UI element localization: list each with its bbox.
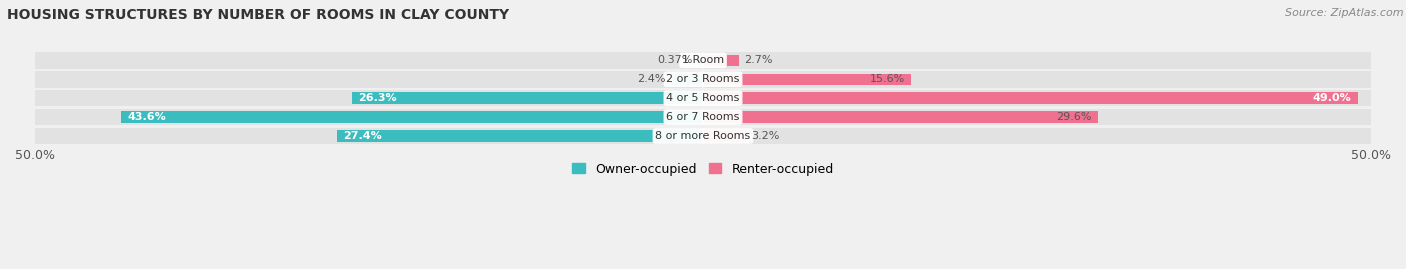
Text: 4 or 5 Rooms: 4 or 5 Rooms [666, 93, 740, 103]
Bar [35, 71, 1371, 88]
Text: HOUSING STRUCTURES BY NUMBER OF ROOMS IN CLAY COUNTY: HOUSING STRUCTURES BY NUMBER OF ROOMS IN… [7, 8, 509, 22]
Text: 3.2%: 3.2% [751, 131, 779, 141]
Bar [352, 93, 703, 104]
Bar [703, 93, 1358, 104]
Bar [337, 130, 703, 142]
Legend: Owner-occupied, Renter-occupied: Owner-occupied, Renter-occupied [568, 158, 838, 180]
Text: 2 or 3 Rooms: 2 or 3 Rooms [666, 74, 740, 84]
Text: Source: ZipAtlas.com: Source: ZipAtlas.com [1285, 8, 1403, 18]
Bar [697, 55, 703, 66]
Bar [35, 109, 1371, 125]
Bar [703, 130, 745, 142]
Text: 29.6%: 29.6% [1056, 112, 1092, 122]
Bar [35, 52, 1371, 69]
Bar [35, 90, 1371, 107]
Bar [671, 74, 703, 85]
Text: 0.37%: 0.37% [658, 55, 693, 65]
Bar [703, 55, 740, 66]
Text: 2.4%: 2.4% [637, 74, 665, 84]
Bar [121, 111, 703, 123]
Bar [703, 74, 911, 85]
Text: 26.3%: 26.3% [359, 93, 396, 103]
Text: 2.7%: 2.7% [744, 55, 773, 65]
Text: 6 or 7 Rooms: 6 or 7 Rooms [666, 112, 740, 122]
Text: 49.0%: 49.0% [1312, 93, 1351, 103]
Bar [35, 128, 1371, 144]
Text: 43.6%: 43.6% [127, 112, 166, 122]
Text: 8 or more Rooms: 8 or more Rooms [655, 131, 751, 141]
Text: 27.4%: 27.4% [343, 131, 382, 141]
Bar [703, 111, 1098, 123]
Text: 15.6%: 15.6% [869, 74, 904, 84]
Text: 1 Room: 1 Room [682, 55, 724, 65]
